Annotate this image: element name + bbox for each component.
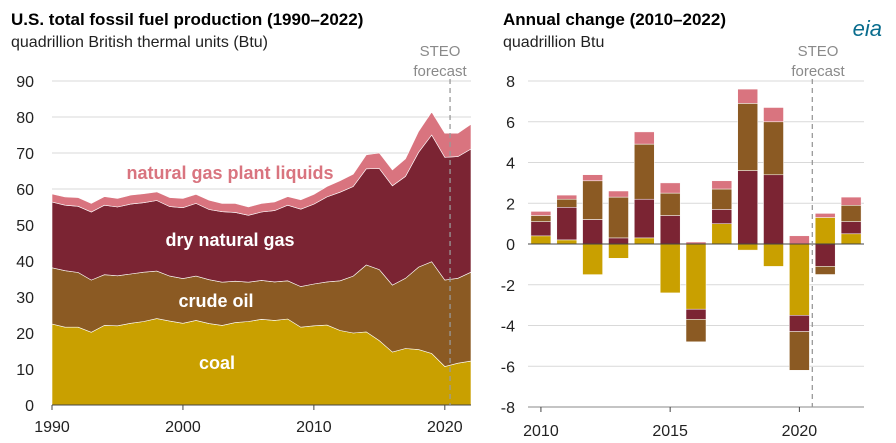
right-steo-label-line1: STEO — [797, 43, 839, 60]
bar-2019-dry-natural-gas — [763, 174, 784, 245]
bar-2019-coal — [763, 243, 784, 267]
bar-2012-crude-oil — [582, 180, 603, 220]
bar-2022-crude-oil — [840, 205, 862, 222]
right-chart-subtitle: quadrillion Btu — [503, 34, 605, 51]
left-steo-label: STEO forecast — [400, 42, 480, 82]
eia-logo: eia — [852, 16, 882, 41]
right-y-tick-label: 2 — [506, 196, 515, 213]
bar-2020-crude-oil — [789, 331, 810, 371]
left-stacked-areas — [51, 111, 472, 406]
bar-2012-coal — [582, 243, 603, 275]
bar-2017-dry-natural-gas — [711, 209, 733, 224]
right-x-tick-label: 2020 — [782, 423, 818, 440]
bar-2010-crude-oil — [530, 215, 552, 222]
bar-2011-crude-oil — [556, 198, 578, 208]
bar-2019-crude-oil — [763, 121, 784, 176]
area-label-coal: coal — [199, 353, 235, 373]
left-y-tick-label: 40 — [16, 254, 34, 271]
bar-2012-natural-gas-plant-liquids — [582, 174, 603, 182]
bar-2019-natural-gas-plant-liquids — [763, 107, 784, 123]
right-x-tick-label: 2015 — [652, 423, 688, 440]
right-y-tick-label: -8 — [501, 400, 515, 417]
left-y-tick-label: 0 — [25, 398, 34, 415]
area-label-ngpl: natural gas plant liquids — [126, 163, 333, 183]
right-chart-title: Annual change (2010–2022) — [503, 10, 726, 29]
bar-2018-coal — [737, 243, 758, 251]
right-y-tick-label: -4 — [501, 319, 515, 336]
right-y-tick-label: -2 — [501, 278, 515, 295]
bar-2021-dry-natural-gas — [814, 243, 836, 267]
left-steo-label-line1: STEO — [419, 43, 461, 60]
bar-2021-crude-oil — [814, 266, 836, 275]
bar-2022-coal — [840, 233, 862, 245]
left-y-tick-label: 50 — [16, 218, 34, 235]
bar-2017-natural-gas-plant-liquids — [711, 180, 733, 190]
bar-2021-natural-gas-plant-liquids — [814, 213, 836, 218]
left-x-tick-label: 2010 — [296, 419, 332, 436]
bar-2015-crude-oil — [659, 192, 681, 216]
left-area-labels: natural gas plant liquids dry natural gas… — [126, 163, 333, 373]
bar-2016-crude-oil — [685, 319, 707, 343]
bar-2010-dry-natural-gas — [530, 221, 552, 237]
left-y-tick-label: 80 — [16, 110, 34, 127]
bar-2014-coal — [634, 237, 655, 245]
bar-2012-dry-natural-gas — [582, 219, 603, 245]
bar-2020-natural-gas-plant-liquids — [789, 235, 810, 245]
bar-2013-dry-natural-gas — [608, 237, 629, 245]
right-y-tick-label: 6 — [506, 115, 515, 132]
bar-2017-coal — [711, 223, 733, 245]
bar-2015-dry-natural-gas — [659, 215, 681, 245]
bar-2011-dry-natural-gas — [556, 207, 578, 241]
bar-2018-natural-gas-plant-liquids — [737, 88, 758, 104]
bar-2017-crude-oil — [711, 188, 733, 210]
bar-2010-natural-gas-plant-liquids — [530, 211, 552, 216]
bar-2022-dry-natural-gas — [840, 221, 862, 235]
left-y-tick-label: 10 — [16, 362, 34, 379]
left-steo-label-line2: forecast — [413, 63, 467, 80]
area-natural-gas-plant-liquids — [51, 111, 472, 216]
right-steo-label-line2: forecast — [791, 63, 845, 80]
left-y-tick-label: 90 — [16, 74, 34, 91]
bar-2016-coal — [685, 243, 707, 310]
bar-2018-crude-oil — [737, 103, 758, 171]
area-label-dry-natural-gas: dry natural gas — [165, 230, 294, 250]
bar-2013-natural-gas-plant-liquids — [608, 190, 629, 198]
bar-2022-natural-gas-plant-liquids — [840, 196, 862, 206]
left-chart-title: U.S. total fossil fuel production (1990–… — [11, 10, 364, 29]
left-y-tick-label: 60 — [16, 182, 34, 199]
bar-2013-coal — [608, 243, 629, 259]
bar-2014-natural-gas-plant-liquids — [634, 131, 655, 145]
right-steo-label: STEO forecast — [778, 42, 858, 82]
bar-2010-coal — [530, 235, 552, 245]
bar-2011-natural-gas-plant-liquids — [556, 194, 578, 200]
bar-2016-dry-natural-gas — [685, 308, 707, 320]
left-y-tick-label: 70 — [16, 146, 34, 163]
left-chart-subtitle: quadrillion British thermal units (Btu) — [11, 34, 268, 51]
area-label-crude-oil: crude oil — [178, 291, 253, 311]
right-y-tick-label: -6 — [501, 359, 515, 376]
right-y-tick-label: 8 — [506, 74, 515, 91]
left-y-tick-label: 20 — [16, 326, 34, 343]
bar-2014-dry-natural-gas — [634, 198, 655, 239]
bar-2020-dry-natural-gas — [789, 315, 810, 332]
left-x-tick-label: 2000 — [165, 419, 201, 436]
left-axes: 0 10 20 30 40 50 60 70 80 90 1990 2000 2010 2020 — [16, 74, 471, 436]
bar-2018-dry-natural-gas — [737, 170, 758, 245]
right-axes: -8 -6 -4 -2 0 2 4 6 8 2010 2015 2020 — [501, 74, 864, 440]
right-y-tick-label: 4 — [506, 156, 515, 173]
bar-2020-coal — [789, 243, 810, 316]
right-x-tick-label: 2010 — [523, 423, 559, 440]
bar-2015-natural-gas-plant-liquids — [659, 182, 681, 194]
bar-2011-coal — [556, 239, 578, 245]
left-x-tick-label: 2020 — [427, 419, 463, 436]
bar-2013-crude-oil — [608, 196, 629, 239]
bar-2014-crude-oil — [634, 143, 655, 200]
left-x-tick-label: 1990 — [34, 419, 70, 436]
right-y-tick-label: 0 — [506, 237, 515, 254]
bar-2021-coal — [814, 217, 836, 245]
right-stacked-bars — [530, 88, 862, 371]
bar-2015-coal — [659, 243, 681, 294]
left-y-tick-label: 30 — [16, 290, 34, 307]
